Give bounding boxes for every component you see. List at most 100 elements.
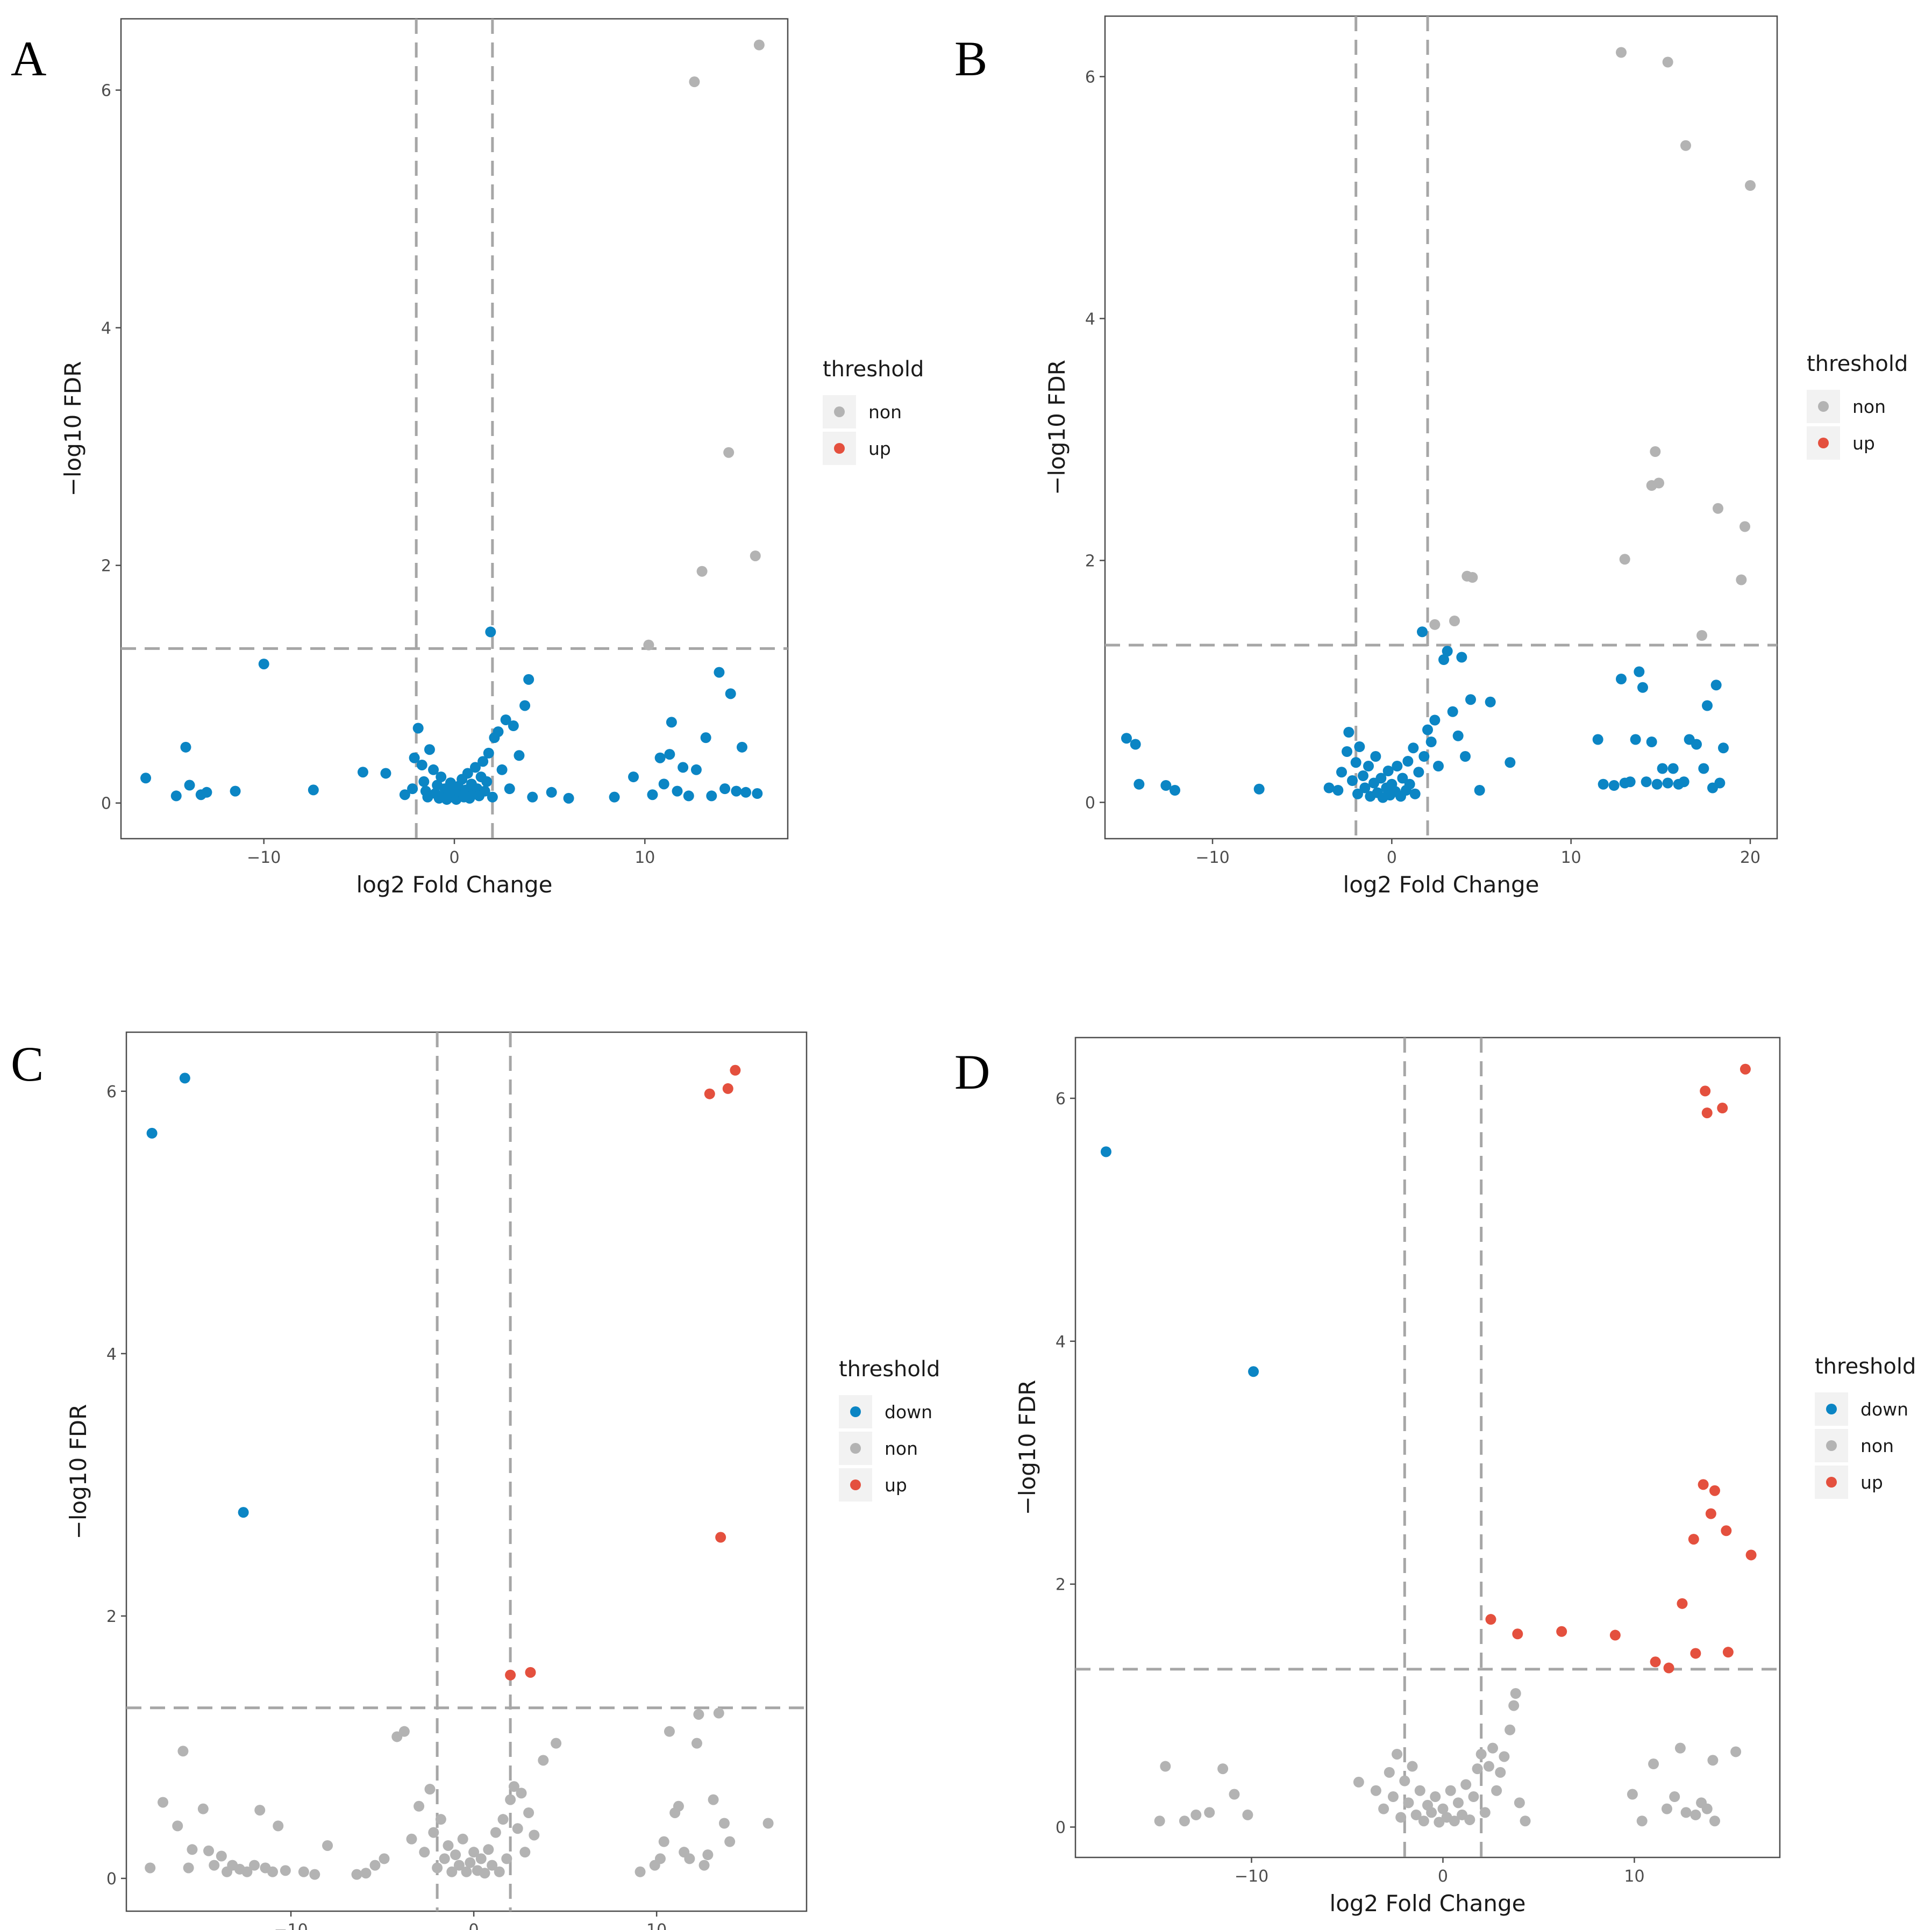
- legend-title: threshold: [839, 1357, 940, 1382]
- point-non: [1710, 680, 1722, 691]
- y-tick-label: 2: [101, 557, 111, 576]
- point-non: [172, 1820, 183, 1832]
- point-non: [529, 1829, 540, 1841]
- point-non: [465, 1857, 476, 1868]
- point-non: [609, 791, 620, 803]
- x-axis-title: log2 Fold Change: [1330, 1890, 1526, 1917]
- point-up: [1709, 1485, 1720, 1496]
- point-non: [209, 1860, 220, 1871]
- legend-title: threshold: [1807, 352, 1908, 376]
- x-tick-label: −10: [1235, 1867, 1268, 1886]
- point-non: [1229, 1789, 1240, 1800]
- point-non: [1190, 1809, 1202, 1820]
- y-tick-label: 2: [1056, 1576, 1066, 1595]
- point-up: [1449, 616, 1460, 626]
- point-non: [496, 764, 508, 775]
- point-non: [424, 744, 435, 755]
- point-non: [706, 790, 717, 802]
- point-non: [497, 1814, 509, 1825]
- point-up: [1713, 503, 1723, 514]
- point-non: [691, 1738, 702, 1749]
- point-non: [1468, 1791, 1479, 1803]
- point-non: [1485, 696, 1496, 707]
- point-up: [730, 1064, 741, 1076]
- point-non: [412, 723, 424, 734]
- point-up: [1717, 1103, 1728, 1114]
- point-non: [322, 1840, 333, 1851]
- point-non: [1323, 782, 1335, 794]
- x-tick-label: −10: [274, 1921, 308, 1930]
- point-non: [519, 700, 531, 711]
- point-non: [1464, 1814, 1475, 1825]
- y-tick-label: 4: [106, 1345, 117, 1364]
- point-non: [1730, 1746, 1742, 1757]
- point-non: [1354, 741, 1365, 752]
- point-up: [1512, 1628, 1523, 1640]
- point-non: [1342, 746, 1352, 757]
- point-non: [1378, 1803, 1389, 1814]
- point-non: [508, 1781, 519, 1792]
- point-non: [1179, 1815, 1190, 1827]
- x-tick-label: 10: [646, 1921, 667, 1930]
- point-non: [407, 783, 418, 795]
- point-non: [1641, 776, 1652, 788]
- point-non: [1409, 788, 1421, 799]
- point-non: [1648, 1759, 1659, 1770]
- point-non: [1170, 785, 1180, 796]
- point-non: [140, 773, 152, 784]
- point-non: [493, 726, 504, 738]
- point-non: [1414, 1785, 1425, 1796]
- point-non: [647, 789, 658, 800]
- point-non: [538, 1755, 549, 1766]
- point-non: [1452, 730, 1464, 741]
- point-non: [1499, 1751, 1510, 1762]
- legend-label-up: up: [885, 1475, 907, 1496]
- point-up: [1739, 1063, 1751, 1075]
- panel-letter-c: C: [11, 1037, 44, 1091]
- point-non: [654, 752, 666, 763]
- point-non: [527, 791, 538, 803]
- point-non: [501, 1853, 512, 1864]
- y-tick-label: 6: [106, 1083, 117, 1102]
- point-non: [1336, 767, 1347, 778]
- point-non: [1718, 742, 1729, 754]
- point-non: [1438, 654, 1449, 665]
- x-tick-label: −10: [247, 848, 281, 867]
- legend-dot-down: [850, 1406, 861, 1417]
- point-non: [1387, 1791, 1399, 1803]
- point-non: [658, 1836, 669, 1847]
- point-up: [505, 1669, 516, 1681]
- point-non: [308, 784, 319, 796]
- point-non: [241, 1866, 253, 1877]
- point-non: [1204, 1807, 1215, 1818]
- point-up: [1677, 1598, 1688, 1609]
- point-non: [1375, 773, 1387, 784]
- point-non: [1460, 751, 1471, 762]
- point-non: [1358, 770, 1368, 781]
- point-non: [752, 788, 763, 799]
- point-non: [469, 762, 481, 773]
- point-non: [414, 1800, 425, 1812]
- x-tick-label: 10: [1561, 848, 1581, 867]
- point-non: [443, 1840, 454, 1851]
- panel-b: B −10 0 10 20 0 2 4 6 log2 Fold Change −log10 FDR…: [954, 15, 1908, 898]
- point-non: [436, 771, 447, 783]
- point-non: [1520, 1815, 1531, 1827]
- point-non: [1363, 761, 1374, 771]
- point-non: [1661, 1803, 1672, 1814]
- point-down: [179, 1073, 190, 1084]
- point-non: [1508, 1700, 1520, 1711]
- point-up: [715, 1532, 726, 1543]
- point-non: [1130, 739, 1141, 750]
- point-non: [718, 1818, 730, 1829]
- point-non: [1669, 1791, 1680, 1803]
- point-non: [664, 749, 675, 760]
- point-non: [1217, 1763, 1229, 1775]
- point-non: [428, 1827, 439, 1838]
- point-non: [450, 1849, 461, 1861]
- point-non: [516, 1788, 527, 1799]
- point-non: [1242, 1809, 1253, 1820]
- y-tick-label: 0: [1056, 1819, 1066, 1838]
- legend-label-non: non: [1852, 396, 1886, 417]
- point-non: [724, 1836, 736, 1847]
